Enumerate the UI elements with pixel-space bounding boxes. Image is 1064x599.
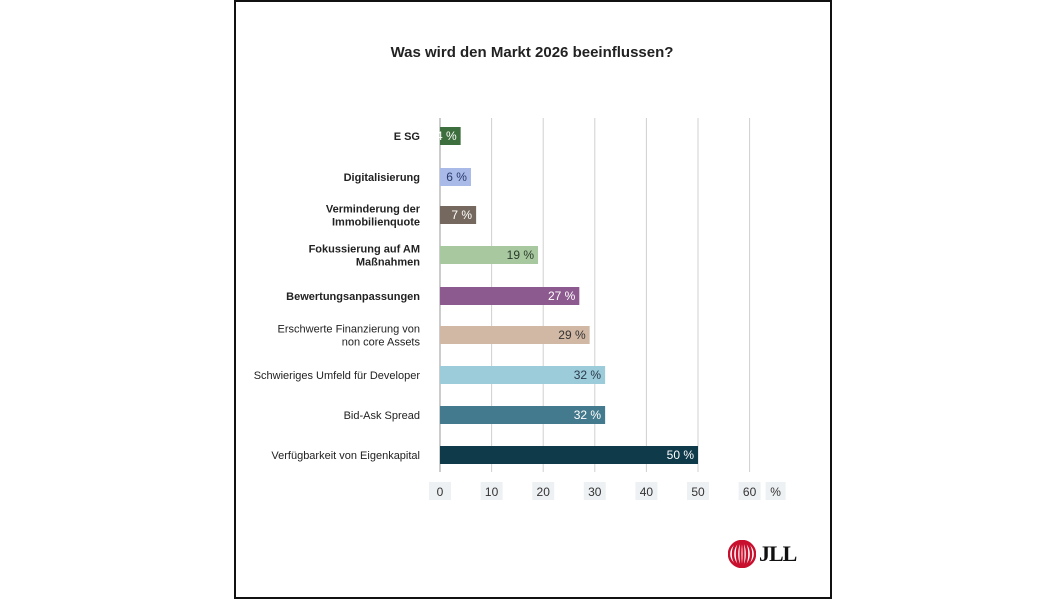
bar bbox=[440, 287, 580, 305]
x-unit-label: % bbox=[770, 485, 781, 499]
jll-logo-icon bbox=[728, 540, 756, 568]
bar bbox=[440, 326, 590, 344]
data-label: 7 % bbox=[451, 208, 472, 222]
bar bbox=[440, 406, 606, 424]
category-label: Maßnahmen bbox=[356, 257, 420, 269]
x-tick-label: 10 bbox=[485, 485, 499, 499]
category-label: Bewertungsanpassungen bbox=[286, 291, 420, 303]
x-tick-label: 50 bbox=[691, 485, 705, 499]
data-label: 4 % bbox=[436, 129, 457, 143]
data-label: 32 % bbox=[574, 408, 602, 422]
logo-text: JLL bbox=[759, 541, 797, 566]
data-label: 29 % bbox=[558, 328, 586, 342]
tick-bg bbox=[480, 482, 503, 500]
bar bbox=[440, 206, 477, 224]
jll-logo: JLL bbox=[728, 540, 797, 568]
category-label: Erschwerte Finanzierung von bbox=[278, 324, 420, 336]
category-label: Bid-Ask Spread bbox=[344, 410, 420, 422]
category-label: Verfügbarkeit von Eigenkapital bbox=[271, 450, 420, 462]
data-label: 27 % bbox=[548, 289, 576, 303]
chart-title: Was wird den Markt 2026 beeinflussen? bbox=[390, 44, 674, 61]
tick-bg bbox=[687, 482, 709, 500]
tick-bg bbox=[429, 482, 451, 500]
category-label: Immobilienquote bbox=[332, 217, 420, 229]
bar bbox=[440, 446, 698, 464]
x-tick-label: 60 bbox=[743, 485, 757, 499]
x-tick-label: 20 bbox=[537, 485, 551, 499]
tick-bg bbox=[583, 482, 606, 500]
bar bbox=[440, 246, 539, 264]
category-label: non core Assets bbox=[342, 337, 421, 349]
bar bbox=[440, 168, 471, 186]
tick-bg bbox=[738, 482, 761, 500]
x-tick-label: 30 bbox=[588, 485, 602, 499]
bar bbox=[440, 366, 606, 384]
category-label: E SG bbox=[394, 131, 420, 143]
tick-bg bbox=[532, 482, 555, 500]
data-label: 6 % bbox=[446, 170, 467, 184]
x-tick-label: 0 bbox=[437, 485, 444, 499]
data-label: 19 % bbox=[507, 248, 535, 262]
category-label: Verminderung der bbox=[326, 204, 421, 216]
category-label: Schwieriges Umfeld für Developer bbox=[254, 370, 421, 382]
category-label: Digitalisierung bbox=[344, 172, 420, 184]
bar bbox=[440, 127, 461, 145]
tick-bg bbox=[635, 482, 658, 500]
data-label: 50 % bbox=[667, 448, 695, 462]
category-label: Fokussierung auf AM bbox=[309, 244, 420, 256]
data-label: 32 % bbox=[574, 368, 602, 382]
unit-bg bbox=[765, 482, 786, 500]
x-tick-label: 40 bbox=[640, 485, 654, 499]
